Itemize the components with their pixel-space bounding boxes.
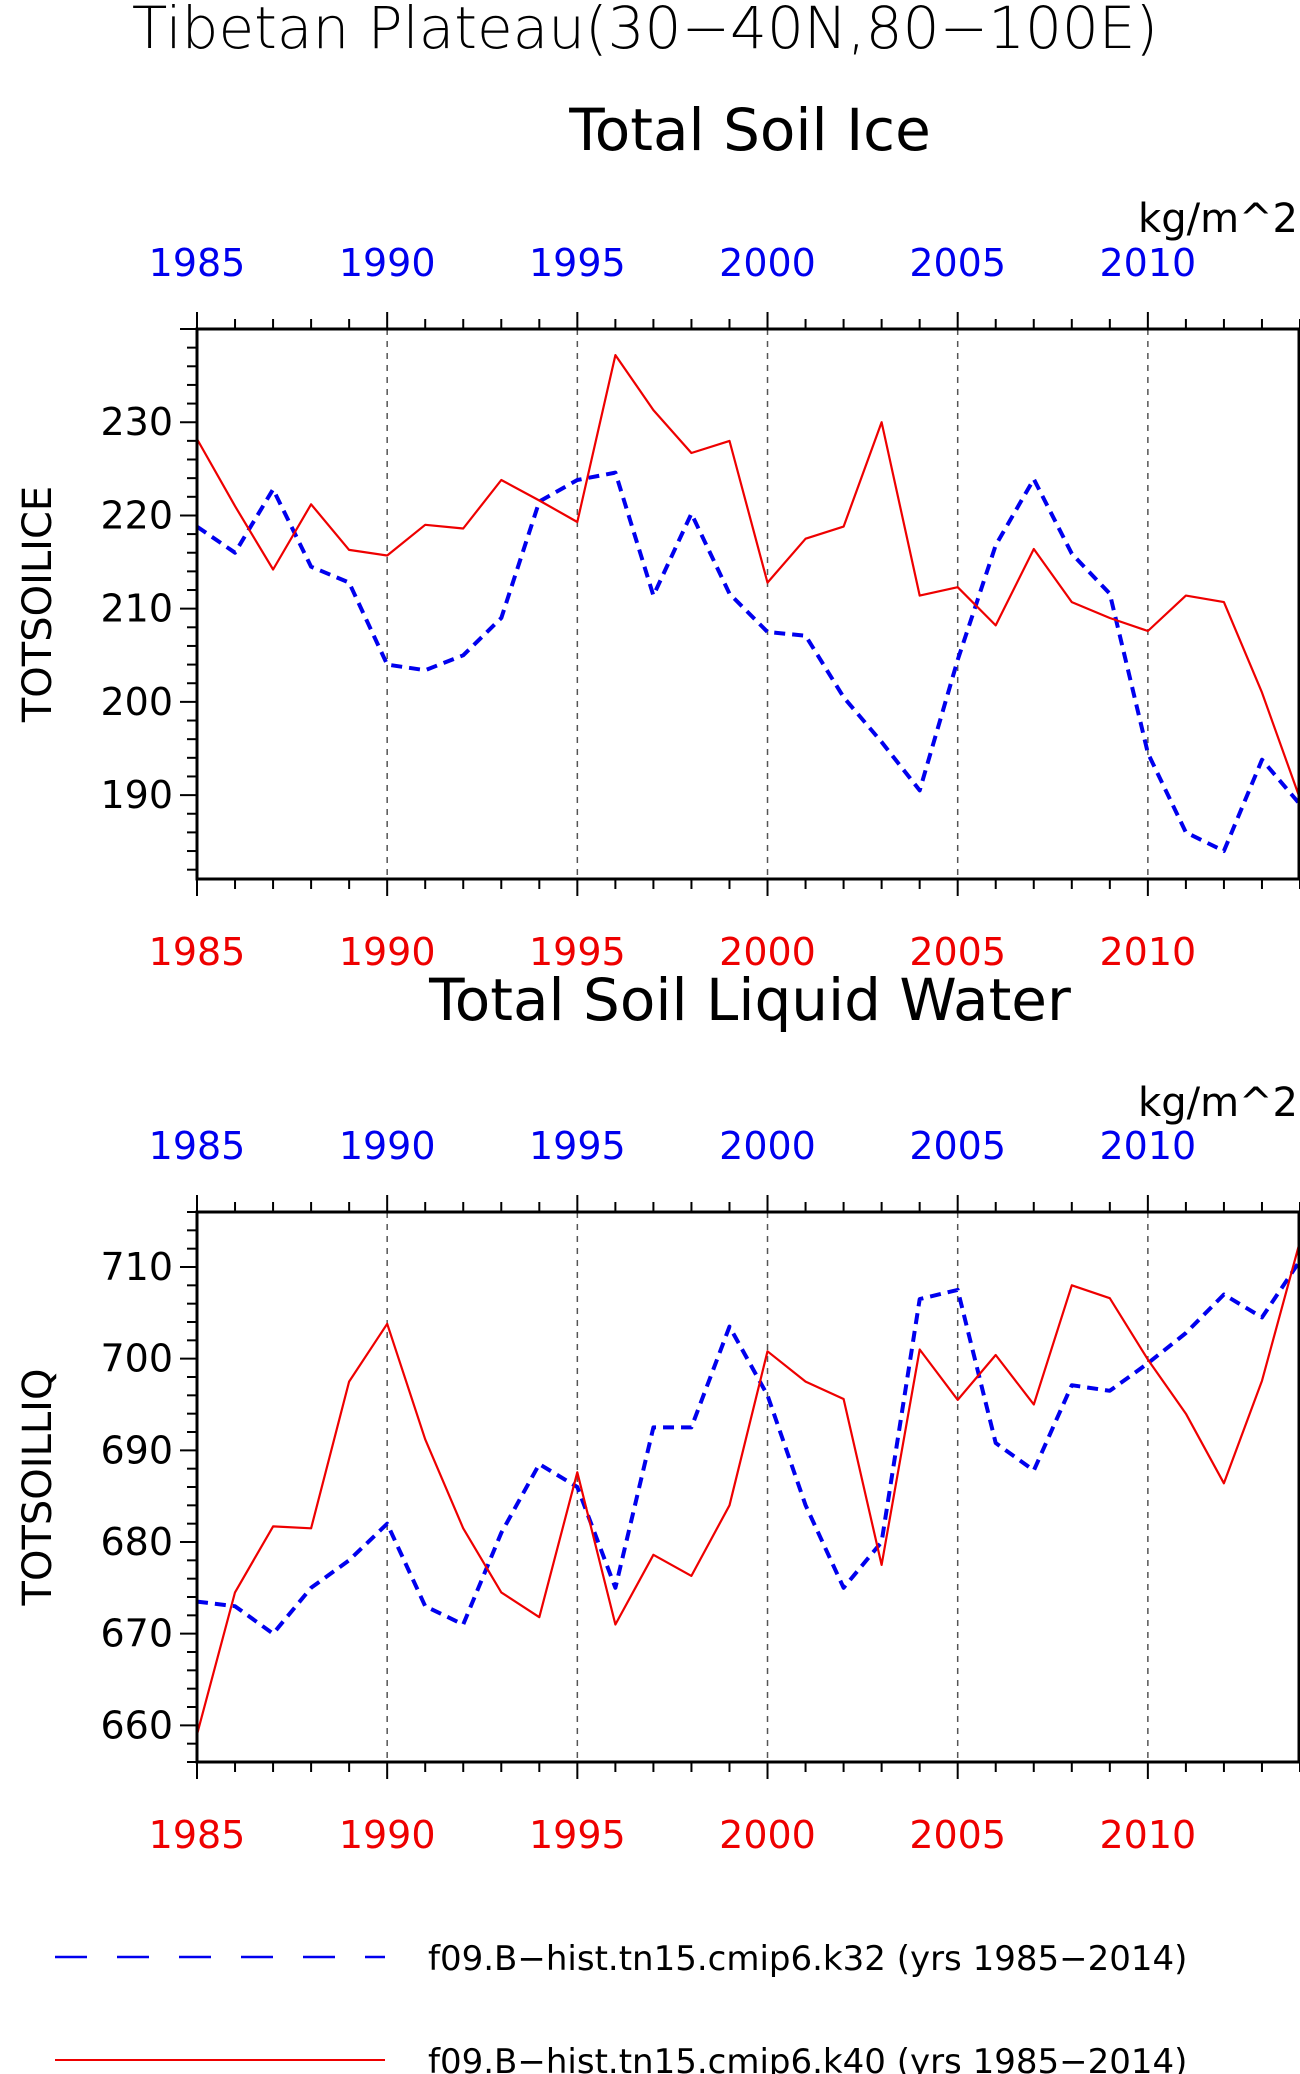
x-tick-label-bottom: 2000	[719, 930, 816, 974]
chart-title: Total Soil Liquid Water	[428, 966, 1071, 1034]
y-tick-label: 190	[100, 773, 173, 817]
series-line-k32	[195, 470, 1300, 853]
y-tick-label: 700	[100, 1337, 173, 1381]
x-tick-label-top: 2005	[909, 241, 1006, 285]
plot-frame	[195, 1210, 1300, 1764]
x-tick-label-top: 2010	[1100, 1124, 1197, 1168]
units-label: kg/m^2	[1138, 1080, 1298, 1126]
x-tick-label-top: 2010	[1100, 241, 1197, 285]
x-tick-label-bottom: 1990	[339, 930, 436, 974]
y-tick-label: 710	[100, 1245, 173, 1289]
x-tick-label-top: 1995	[529, 241, 626, 285]
x-tick-label-top: 1985	[149, 1124, 246, 1168]
series-line-k40	[195, 1241, 1300, 1735]
plot-frame	[195, 327, 1300, 881]
x-tick-label-bottom: 1985	[149, 930, 246, 974]
x-tick-label-top: 1990	[339, 241, 436, 285]
x-tick-label-bottom: 1990	[339, 1813, 436, 1857]
x-tick-label-top: 2000	[719, 1124, 816, 1168]
units-label: kg/m^2	[1138, 196, 1298, 242]
x-tick-label-top: 2000	[719, 241, 816, 285]
y-tick-label: 230	[100, 400, 173, 444]
y-tick-label: 220	[100, 493, 173, 537]
y-tick-label: 690	[100, 1428, 173, 1472]
series-line-k40	[196, 354, 1300, 800]
x-tick-label-top: 2005	[909, 1124, 1006, 1168]
figure-title: Tibetan Plateau(30−40N,80−100E)	[132, 0, 1158, 62]
chart-total-soil-ice: Total Soil Ice kg/m^2 TOTSOILICE 1985 1985 19…	[15, 96, 1300, 974]
x-tick-label-bottom: 2010	[1100, 930, 1197, 974]
chart-total-soil-liquid-water: Total Soil Liquid Water kg/m^2 TOTSOILLIQ 1…	[15, 966, 1300, 1857]
y-axis-label: TOTSOILLIQ	[15, 1369, 61, 1607]
legend-label: f09.B−hist.tn15.cmip6.k40 (yrs 1985−2014…	[428, 2042, 1187, 2074]
y-axis-label: TOTSOILICE	[15, 486, 61, 723]
x-tick-label-bottom: 1995	[529, 1813, 626, 1857]
y-tick-label: 210	[100, 587, 173, 631]
chart-title: Total Soil Ice	[568, 96, 931, 164]
x-tick-label-top: 1990	[339, 1124, 436, 1168]
x-tick-label-top: 1995	[529, 1124, 626, 1168]
x-tick-label-bottom: 2010	[1100, 1813, 1197, 1857]
y-tick-label: 670	[100, 1612, 173, 1656]
x-tick-label-top: 1985	[149, 241, 246, 285]
x-tick-label-bottom: 1985	[149, 1813, 246, 1857]
legend: f09.B−hist.tn15.cmip6.k32 (yrs 1985−2014…	[55, 1939, 1187, 2074]
y-tick-label: 680	[100, 1520, 173, 1564]
legend-label: f09.B−hist.tn15.cmip6.k32 (yrs 1985−2014…	[428, 1939, 1187, 1979]
y-tick-label: 200	[100, 680, 173, 724]
x-tick-label-bottom: 2005	[909, 930, 1006, 974]
x-tick-label-bottom: 1995	[529, 930, 626, 974]
y-tick-label: 660	[100, 1703, 173, 1747]
series-line-k32	[196, 1259, 1300, 1636]
x-tick-label-bottom: 2000	[719, 1813, 816, 1857]
x-tick-label-bottom: 2005	[909, 1813, 1006, 1857]
